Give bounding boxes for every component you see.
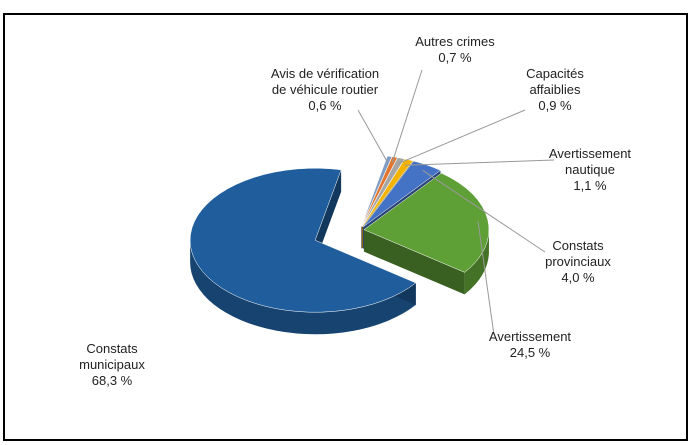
data-label: Avertissement 24,5 % [470,329,590,361]
category-label: Constats provinciaux [545,238,611,269]
chart-frame [3,13,688,441]
value-label: 0,7 % [438,50,472,65]
value-label: 1,1 % [573,178,607,193]
slice-cut [363,229,465,295]
category-label: Avis de vérification de véhicule routier [270,66,380,97]
slice [361,156,398,227]
slice [362,158,414,227]
leader-line [477,220,495,336]
slice-cut [315,169,342,263]
data-label: Constats municipaux 68,3 % [62,341,162,389]
category-label: Avertissement [488,329,572,344]
slice [361,157,405,227]
data-label: Capacités affaiblies 0,9 % [505,66,605,114]
value-label: 68,3 % [91,373,133,388]
value-label: 0,9 % [538,98,572,113]
category-label: Avertissement nautique [548,146,632,177]
slice [362,160,441,228]
leader-line [422,169,546,253]
data-label: Avertissement nautique 1,1 % [530,146,650,194]
slice [363,172,490,273]
data-label: Constats provinciaux 4,0 % [523,238,633,286]
leader-line [397,109,526,165]
slice-side [464,229,489,295]
leader-line [391,69,423,163]
data-label: Avis de vérification de véhicule routier… [270,66,380,114]
data-label: Autres crimes 0,7 % [400,34,510,66]
category-label: Autres crimes [415,34,495,49]
slice [189,167,417,313]
value-label: 4,0 % [561,270,595,285]
leader-line [357,109,388,163]
category-label: Constats municipaux [79,341,145,372]
value-label: 24,5 % [509,345,551,360]
value-label: 0,6 % [308,98,342,113]
leader-line [405,159,555,166]
slice-side [190,240,416,335]
category-label: Capacités affaiblies [526,66,584,97]
